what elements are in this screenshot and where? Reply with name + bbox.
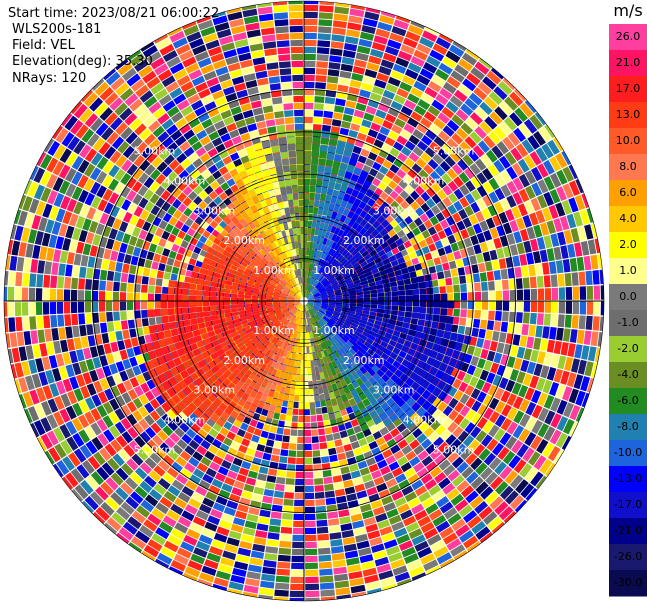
colorbar-tick-label: -1.0 (617, 316, 638, 329)
noise-gate-group (29, 7, 589, 584)
colorbar-tick-label: 1.0 (619, 264, 637, 277)
colorbar-segment (609, 544, 647, 571)
elevation: Elevation(deg): 35.30 (12, 54, 153, 69)
noise-gate-group (4, 12, 593, 590)
colorbar-segment (609, 76, 647, 103)
velocity-gate-group (231, 179, 302, 414)
ring-label: 4.00km (164, 414, 206, 427)
ring-label: 5.00km (433, 144, 475, 157)
colorbar-segment (609, 24, 647, 51)
colorbar-tick-label: -10.0 (614, 446, 642, 459)
colorbar-tick-label: -4.0 (617, 368, 638, 381)
ring-label: 4.00km (164, 174, 206, 187)
noise-gate-group (5, 7, 599, 598)
ring-label: 2.00km (223, 234, 265, 247)
ring-label: 5.00km (134, 144, 176, 157)
colorbar-tick-label: 17.0 (616, 82, 641, 95)
velocity-gate-group (313, 158, 448, 422)
colorbar-tick-label: 21.0 (616, 56, 641, 69)
colorbar-title: m/s (613, 1, 642, 20)
colorbar-tick-label: 8.0 (619, 160, 637, 173)
ring-label: 3.00km (373, 384, 415, 397)
velocity-gate-group (261, 138, 326, 410)
velocity-gate-group (232, 160, 304, 416)
velocity-gate-group (275, 137, 336, 421)
velocity-gate-group (320, 192, 472, 405)
ring-label: 5.00km (433, 444, 475, 457)
colorbar-segment (609, 128, 647, 155)
velocity-gate-group (226, 192, 301, 420)
colorbar-segment (609, 50, 647, 77)
ring-label: 5.00km (134, 444, 176, 457)
crosshair-axes (4, 1, 604, 601)
colorbar-segment (609, 466, 647, 493)
velocity-gates (138, 129, 472, 432)
colorbar: m/s 26.0 21.0 17.0 13.0 10.0 8.0 6.0 4.0 2.0 1.0 0.… (609, 1, 647, 597)
ring-label: 3.00km (194, 204, 236, 217)
field-name: Field: VEL (12, 38, 75, 53)
colorbar-segment (609, 310, 647, 337)
colorbar-tick-label: 2.0 (619, 238, 637, 251)
colorbar-tick-label: -17.0 (614, 498, 642, 511)
velocity-gate-group (144, 237, 289, 424)
nrays: NRays: 120 (12, 71, 87, 86)
ring-label: 1.00km (253, 264, 295, 277)
start-time: Start time: 2023/08/21 06:00:22 (8, 6, 220, 21)
colorbar-tick-label: -30.0 (614, 576, 642, 589)
ring-label: 2.00km (343, 234, 385, 247)
colorbar-segment (609, 518, 647, 545)
ring-label: 1.00km (253, 324, 295, 337)
ring-label: 4.00km (403, 174, 445, 187)
colorbar-tick-label: -13.0 (614, 472, 642, 485)
colorbar-segment (609, 388, 647, 415)
colorbar-tick-label: -2.0 (617, 342, 638, 355)
velocity-gate-group (334, 237, 456, 350)
colorbar-segment (609, 102, 647, 129)
colorbar-tick-label: 0.0 (619, 290, 637, 303)
colorbar-tick-label: 10.0 (616, 134, 641, 147)
ring-label: 1.00km (313, 324, 355, 337)
ring-label: 4.00km (403, 414, 445, 427)
colorbar-tick-label: 4.0 (619, 212, 637, 225)
range-ring-labels: 1.00km 1.00km 1.00km 1.00km 2.00km 2.00km 2.00… (134, 144, 475, 456)
colorbar-tick-label: -6.0 (617, 394, 638, 407)
noise-gate-group (7, 4, 601, 584)
velocity-gate-group (304, 129, 373, 432)
colorbar-tick-label: -21.0 (614, 524, 642, 537)
velocity-gate-group (289, 129, 357, 426)
colorbar-segment (609, 336, 647, 363)
colorbar-segment (609, 492, 647, 519)
ring-label: 2.00km (223, 354, 265, 367)
instrument-name: WLS200s-181 (12, 22, 102, 37)
colorbar-tick-label: 6.0 (619, 186, 637, 199)
velocity-gate-group (306, 130, 414, 429)
ring-label: 3.00km (373, 204, 415, 217)
colorbar-segment (609, 258, 647, 285)
velocity-gate-group (201, 215, 295, 428)
colorbar-segment (609, 180, 647, 207)
colorbar-segment (609, 362, 647, 389)
colorbar-segment (609, 154, 647, 181)
colorbar-tick-label: 26.0 (616, 30, 641, 43)
colorbar-segment (609, 206, 647, 233)
velocity-gate-group (259, 133, 315, 403)
ring-label: 2.00km (343, 354, 385, 367)
colorbar-segment (609, 414, 647, 441)
colorbar-tick-label: -8.0 (617, 420, 638, 433)
ring-label: 3.00km (194, 384, 236, 397)
ring-label: 1.00km (313, 264, 355, 277)
colorbar-tick-label: -26.0 (614, 550, 642, 563)
velocity-gate-group (307, 153, 427, 424)
colorbar-tick-label: 13.0 (616, 108, 641, 121)
velocity-gate-group (235, 142, 314, 410)
colorbar-segment (609, 232, 647, 259)
colorbar-segment (609, 440, 647, 467)
colorbar-segment (609, 284, 647, 311)
velocity-gate-group (138, 271, 274, 398)
colorbar-segment (609, 570, 647, 597)
